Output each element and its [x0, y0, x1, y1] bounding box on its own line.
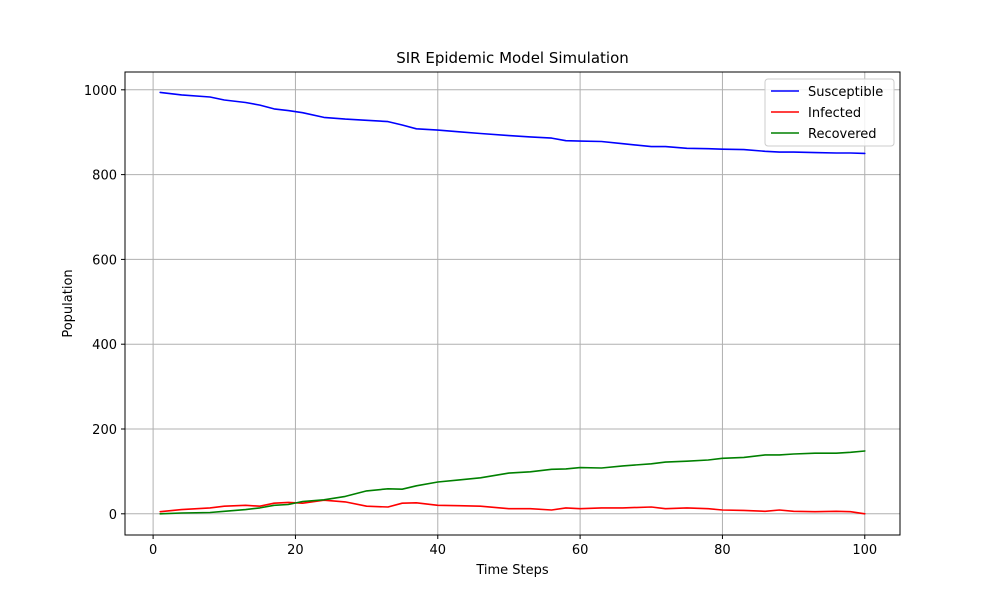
series-line-recovered [159, 450, 866, 515]
y-tick-label: 1000 [84, 84, 117, 99]
series-lines [159, 91, 866, 515]
y-tick-label: 800 [92, 169, 117, 184]
x-axis-title: Time Steps [475, 563, 549, 578]
y-tick-label: 0 [109, 508, 117, 523]
x-tick-label: 60 [572, 543, 589, 558]
x-tick-label: 100 [852, 543, 877, 558]
x-tick-label: 20 [287, 543, 304, 558]
x-tick-label: 40 [430, 543, 447, 558]
chart-title: SIR Epidemic Model Simulation [396, 49, 629, 67]
plot-area-frame [124, 71, 901, 536]
legend: Susceptible Infected Recovered [764, 78, 895, 147]
y-axis-title: Population [61, 269, 76, 337]
x-tick-label: 0 [149, 543, 157, 558]
legend-label-infected: Infected [808, 106, 861, 121]
legend-box [764, 78, 895, 147]
legend-label-recovered: Recovered [808, 127, 877, 142]
series-line-infected [159, 499, 866, 515]
grid [125, 72, 900, 535]
legend-label-susceptible: Susceptible [808, 85, 883, 100]
y-tick-label: 600 [92, 253, 117, 268]
series-line-susceptible [159, 91, 866, 155]
y-tick-label: 400 [92, 338, 117, 353]
y-tick-label: 200 [92, 423, 117, 438]
x-tick-label: 80 [714, 543, 731, 558]
